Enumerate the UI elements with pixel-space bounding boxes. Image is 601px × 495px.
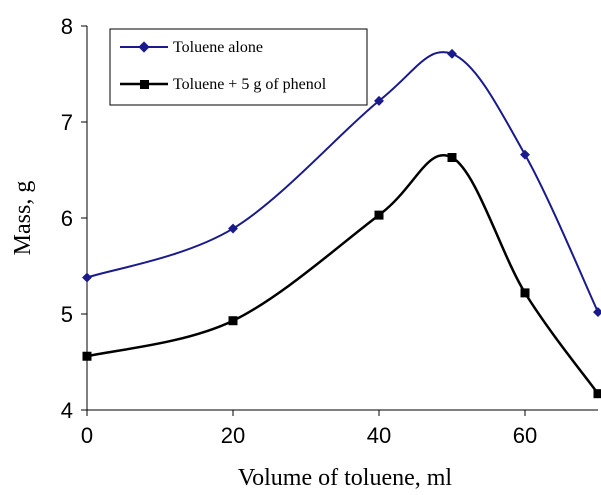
legend-marker-toluene-alone (138, 41, 150, 53)
data-point-toluene-alone (520, 149, 530, 160)
y-axis-title: Mass, g (10, 181, 36, 256)
data-point-toluene-phenol (374, 210, 384, 220)
y-tick-label: 6 (61, 206, 73, 231)
x-tick-label: 60 (513, 423, 537, 448)
data-point-toluene-alone (593, 307, 601, 318)
legend-label-toluene-alone: Toluene alone (173, 39, 263, 56)
data-point-toluene-phenol (228, 316, 238, 326)
data-point-toluene-alone (447, 48, 457, 59)
legend-label-toluene-phenol: Toluene + 5 g of phenol (173, 76, 327, 93)
legend: Toluene alone Toluene + 5 g of phenol (109, 28, 368, 106)
y-tick-label: 7 (61, 110, 73, 135)
data-point-toluene-phenol (593, 389, 601, 399)
series-layer (82, 48, 601, 399)
y-tick-label: 8 (61, 14, 73, 39)
data-point-toluene-phenol (520, 288, 530, 298)
y-tick-label: 5 (61, 302, 73, 327)
legend-marker-toluene-phenol (140, 80, 149, 89)
data-point-toluene-phenol (82, 351, 92, 361)
series-line-toluene-alone (86, 51, 599, 313)
x-tick-label: 20 (221, 423, 245, 448)
plot-axes: 4 5 6 7 8 0 20 40 60 (61, 14, 598, 448)
data-point-toluene-alone (228, 223, 238, 234)
data-point-toluene-alone (82, 272, 92, 283)
legend-box (109, 28, 368, 106)
x-axis-title: Volume of toluene, ml (238, 465, 453, 491)
y-tick-label: 4 (61, 398, 73, 423)
x-tick-label: 40 (367, 423, 391, 448)
series-line-toluene-phenol (86, 154, 600, 395)
x-tick-label: 0 (81, 423, 93, 448)
series-toluene-phenol (82, 153, 601, 399)
data-point-toluene-phenol (447, 153, 457, 163)
